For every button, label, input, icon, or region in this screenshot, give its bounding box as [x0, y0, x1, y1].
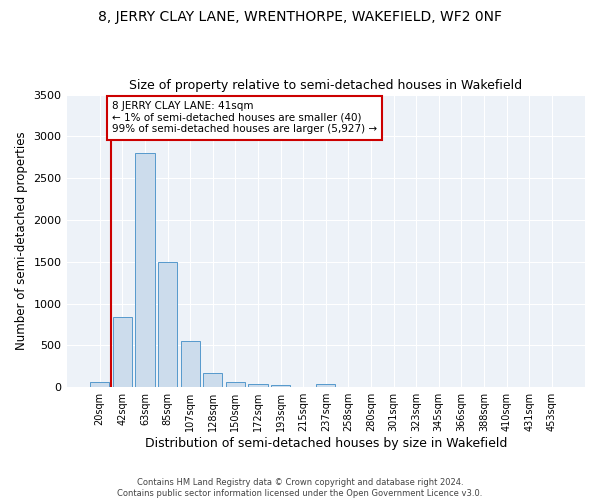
- Bar: [158, 262, 177, 387]
- X-axis label: Distribution of semi-detached houses by size in Wakefield: Distribution of semi-detached houses by …: [145, 437, 507, 450]
- Title: Size of property relative to semi-detached houses in Wakefield: Size of property relative to semi-detach…: [129, 79, 523, 92]
- Bar: [181, 341, 200, 387]
- Y-axis label: Number of semi-detached properties: Number of semi-detached properties: [15, 132, 28, 350]
- Text: 8 JERRY CLAY LANE: 41sqm
← 1% of semi-detached houses are smaller (40)
99% of se: 8 JERRY CLAY LANE: 41sqm ← 1% of semi-de…: [112, 101, 377, 134]
- Text: Contains HM Land Registry data © Crown copyright and database right 2024.
Contai: Contains HM Land Registry data © Crown c…: [118, 478, 482, 498]
- Bar: [316, 384, 335, 387]
- Bar: [113, 317, 132, 387]
- Bar: [203, 372, 223, 387]
- Bar: [226, 382, 245, 387]
- Bar: [136, 153, 155, 387]
- Text: 8, JERRY CLAY LANE, WRENTHORPE, WAKEFIELD, WF2 0NF: 8, JERRY CLAY LANE, WRENTHORPE, WAKEFIEL…: [98, 10, 502, 24]
- Bar: [271, 384, 290, 387]
- Bar: [248, 384, 268, 387]
- Bar: [90, 382, 109, 387]
